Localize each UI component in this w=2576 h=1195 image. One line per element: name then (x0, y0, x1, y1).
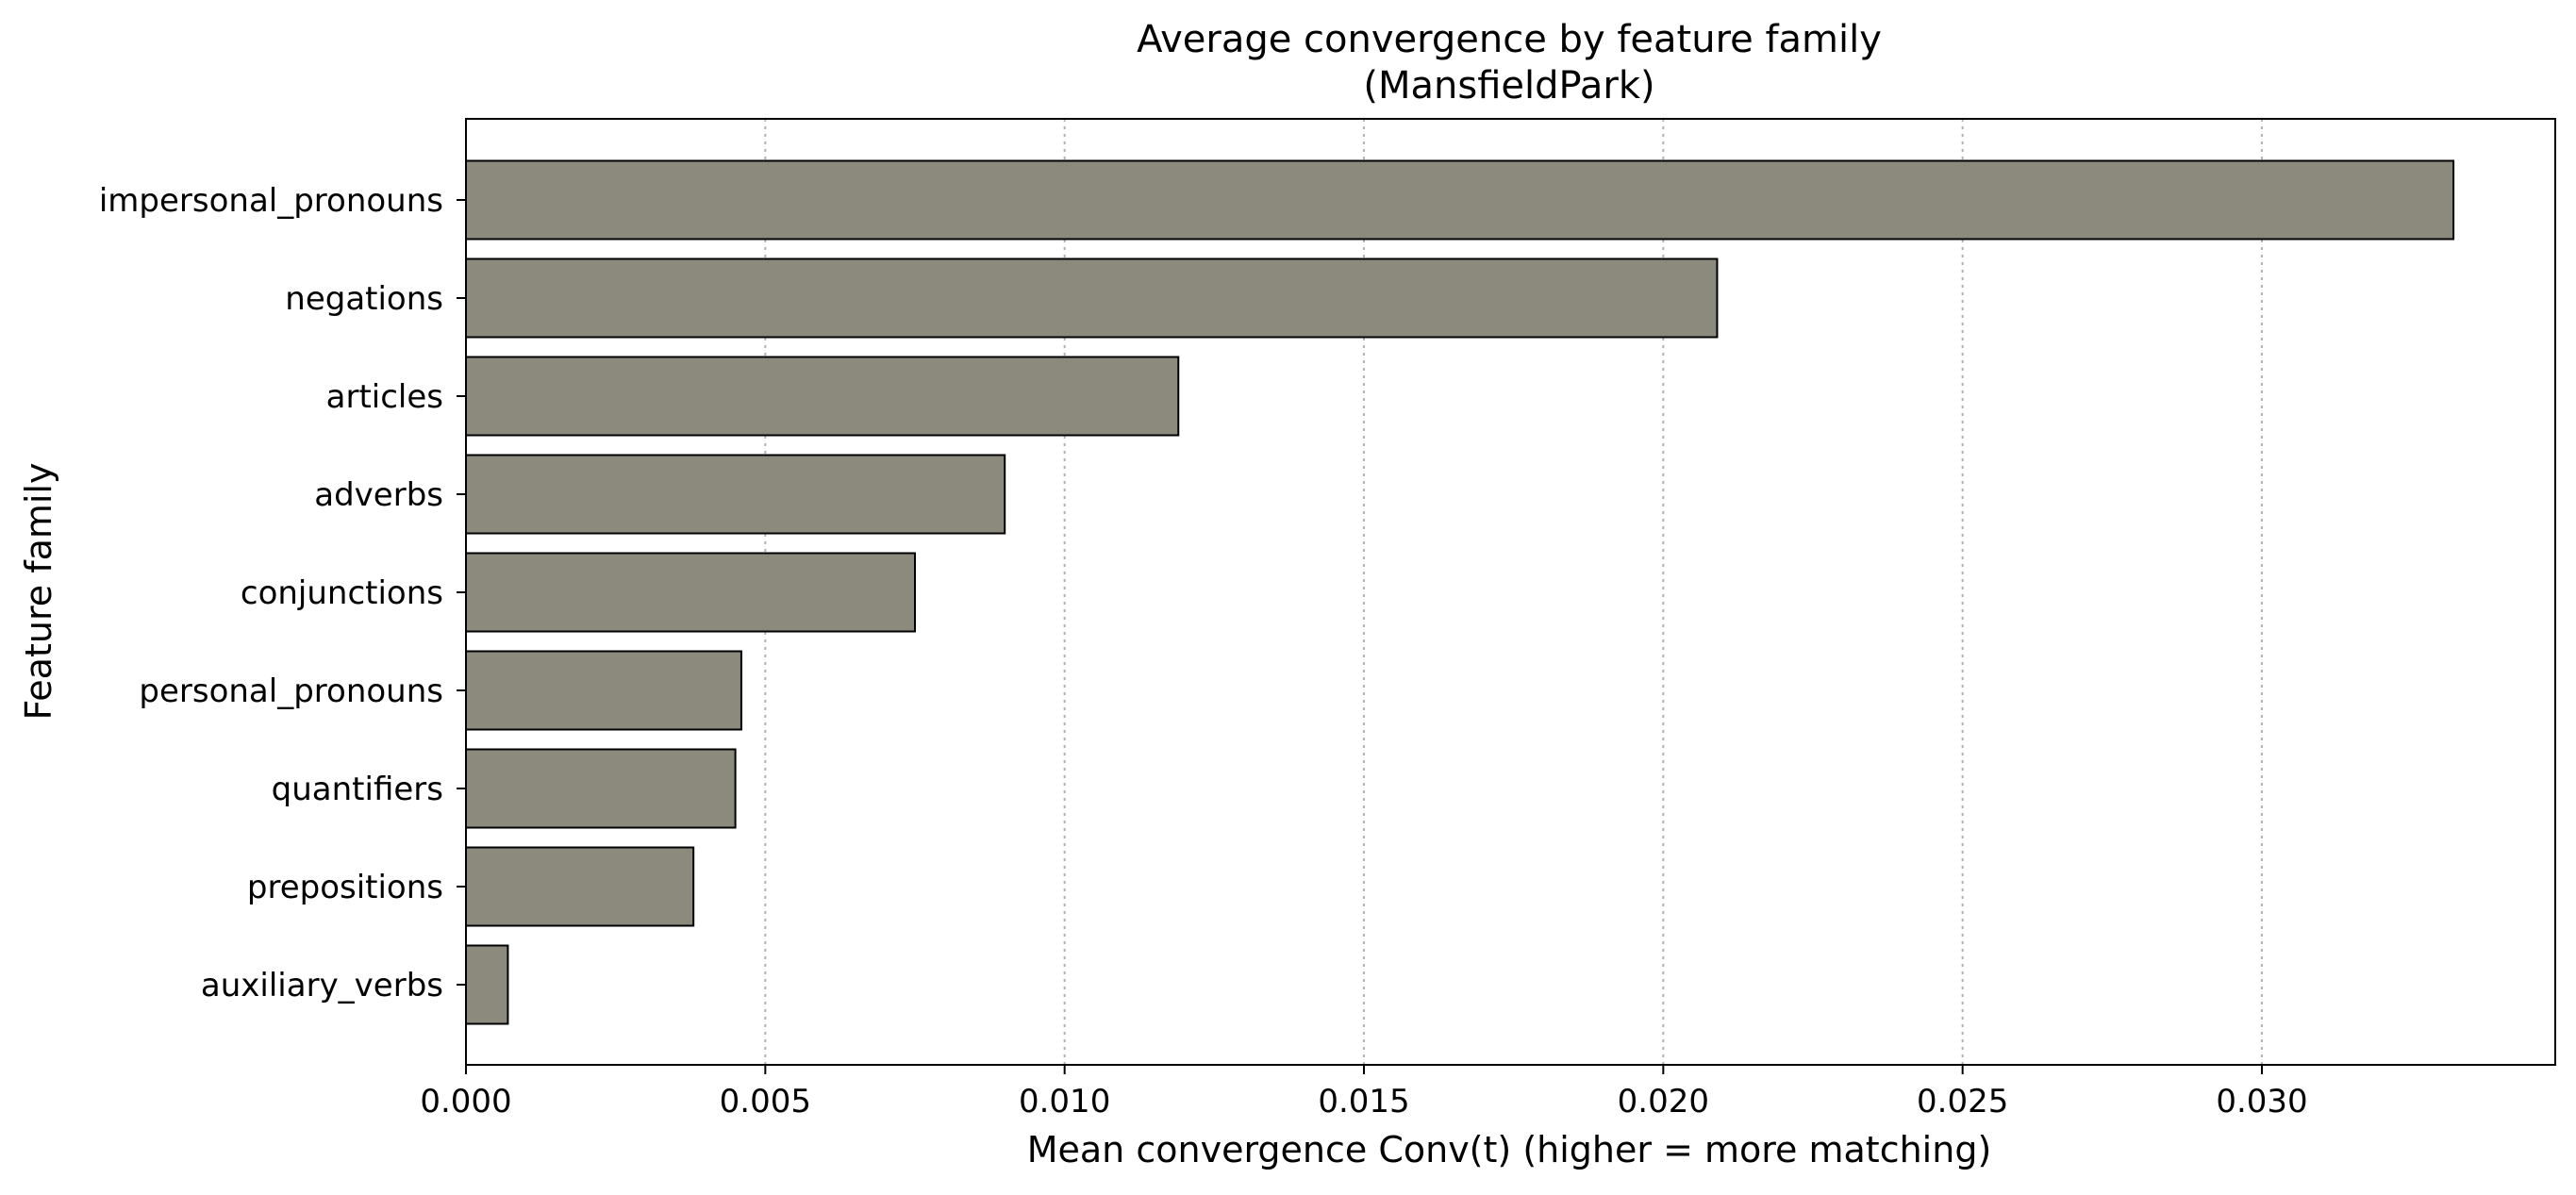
bar-impersonal-pronouns (465, 159, 2455, 241)
y-tick-label: quantifiers (272, 771, 443, 808)
bar-negations (465, 257, 1719, 339)
bar-personal-pronouns (465, 650, 742, 731)
y-tick-label: negations (285, 280, 443, 318)
x-tick-label: 0.005 (720, 1083, 811, 1120)
bar-adverbs (465, 454, 1006, 535)
x-tick-label: 0.000 (420, 1083, 511, 1120)
bar-quantifiers (465, 748, 737, 829)
x-axis-label: Mean convergence Conv(t) (higher = more … (1027, 1129, 1992, 1170)
y-tick-label: personal_pronouns (139, 672, 443, 710)
bars (465, 159, 2455, 1025)
y-tick-label: auxiliary_verbs (201, 967, 443, 1004)
y-axis-ticks: impersonal_pronouns negations articles adve… (99, 182, 466, 1004)
y-tick-label: articles (326, 378, 443, 416)
y-tick-label: prepositions (247, 869, 443, 906)
bar-auxiliary-verbs (465, 944, 509, 1025)
bar-conjunctions (465, 552, 917, 633)
x-tick-label: 0.015 (1318, 1083, 1409, 1120)
y-axis-label: Feature family (18, 463, 59, 721)
y-tick-label: conjunctions (241, 574, 443, 612)
y-tick-label: impersonal_pronouns (99, 182, 443, 220)
bar-prepositions (465, 846, 695, 927)
x-tick-label: 0.030 (2216, 1083, 2307, 1120)
x-tick-label: 0.020 (1618, 1083, 1709, 1120)
x-tick-label: 0.025 (1917, 1083, 2008, 1120)
x-axis-ticks: 0.000 0.005 0.010 0.015 0.020 0.025 0.030 (420, 1065, 2308, 1120)
chart-subtitle: (MansfieldPark) (1363, 64, 1654, 108)
y-tick-label: adverbs (314, 476, 443, 514)
chart-title: Average convergence by feature family (1137, 18, 1882, 61)
bar-articles (465, 356, 1180, 437)
x-tick-label: 0.010 (1019, 1083, 1110, 1120)
